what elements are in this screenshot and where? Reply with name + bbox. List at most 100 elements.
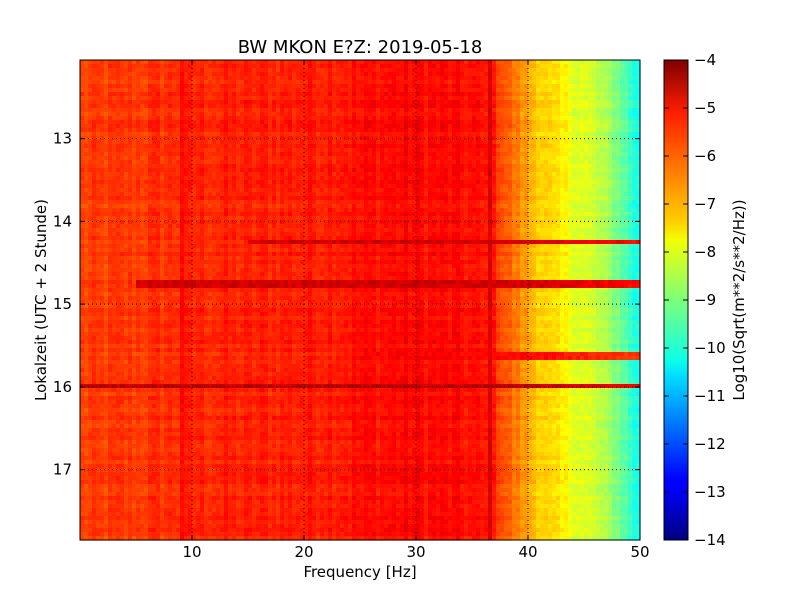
heatmap-cell	[364, 60, 369, 65]
heatmap-cell	[412, 124, 417, 129]
heatmap-cell	[596, 148, 601, 153]
heatmap-cell	[612, 152, 617, 157]
heatmap-cell	[92, 144, 97, 149]
heatmap-cell	[560, 144, 565, 149]
heatmap-cell	[424, 156, 429, 161]
heatmap-cell	[320, 172, 325, 177]
heatmap-cell	[468, 80, 473, 85]
heatmap-cell	[444, 176, 449, 181]
heatmap-cell	[272, 96, 277, 101]
heatmap-cell	[608, 140, 613, 145]
heatmap-cell	[164, 184, 169, 189]
heatmap-cell	[384, 140, 389, 145]
heatmap-cell	[496, 64, 501, 69]
heatmap-cell	[528, 164, 533, 169]
heatmap-cell	[316, 92, 321, 97]
heatmap-cell	[424, 76, 429, 81]
heatmap-cell	[384, 168, 389, 173]
heatmap-cell	[504, 112, 509, 117]
heatmap-cell	[464, 132, 469, 137]
heatmap-cell	[368, 160, 373, 165]
heatmap-cell	[288, 80, 293, 85]
heatmap-cell	[424, 172, 429, 177]
heatmap-cell	[388, 180, 393, 185]
heatmap-cell	[220, 112, 225, 117]
heatmap-cell	[192, 92, 197, 97]
heatmap-cell	[408, 80, 413, 85]
heatmap-cell	[636, 64, 641, 69]
heatmap-cell	[512, 132, 517, 137]
heatmap-cell	[572, 188, 577, 193]
heatmap-cell	[292, 88, 297, 93]
heatmap-cell	[472, 152, 477, 157]
heatmap-cell	[564, 176, 569, 181]
heatmap-cell	[500, 108, 505, 113]
heatmap-cell	[232, 60, 237, 65]
heatmap-cell	[604, 144, 609, 149]
heatmap-cell	[384, 192, 389, 197]
heatmap-cell	[556, 180, 561, 185]
heatmap-cell	[372, 192, 377, 197]
heatmap-cell	[152, 120, 157, 125]
heatmap-cell	[160, 172, 165, 177]
heatmap-cell	[296, 96, 301, 101]
heatmap-cell	[456, 80, 461, 85]
heatmap-cell	[96, 112, 101, 117]
heatmap-cell	[288, 112, 293, 117]
heatmap-cell	[344, 160, 349, 165]
heatmap-cell	[404, 80, 409, 85]
heatmap-cell	[508, 120, 513, 125]
heatmap-cell	[608, 120, 613, 125]
heatmap-cell	[256, 160, 261, 165]
heatmap-cell	[328, 200, 333, 205]
heatmap-cell	[136, 172, 141, 177]
heatmap-cell	[288, 124, 293, 129]
heatmap-cell	[528, 188, 533, 193]
heatmap-cell	[568, 180, 573, 185]
heatmap-cell	[136, 144, 141, 149]
heatmap-cell	[368, 144, 373, 149]
heatmap-cell	[488, 172, 493, 177]
heatmap-cell	[136, 120, 141, 125]
heatmap-cell	[136, 76, 141, 81]
heatmap-cell	[260, 128, 265, 133]
heatmap-cell	[376, 112, 381, 117]
heatmap-cell	[448, 92, 453, 97]
heatmap-cell	[372, 140, 377, 145]
heatmap-cell	[416, 124, 421, 129]
heatmap-cell	[476, 84, 481, 89]
heatmap-cell	[216, 104, 221, 109]
heatmap-cell	[92, 88, 97, 93]
heatmap-cell	[588, 96, 593, 101]
heatmap-cell	[528, 68, 533, 73]
heatmap-cell	[116, 144, 121, 149]
heatmap-cell	[448, 84, 453, 89]
heatmap-cell	[420, 136, 425, 141]
heatmap-cell	[252, 92, 257, 97]
heatmap-cell	[172, 60, 177, 65]
heatmap-cell	[552, 108, 557, 113]
heatmap-cell	[408, 72, 413, 77]
heatmap-cell	[528, 136, 533, 141]
heatmap-cell	[376, 132, 381, 137]
heatmap-cell	[416, 152, 421, 157]
heatmap-cell	[432, 192, 437, 197]
heatmap-cell	[588, 144, 593, 149]
heatmap-cell	[336, 136, 341, 141]
heatmap-cell	[200, 112, 205, 117]
heatmap-cell	[156, 72, 161, 77]
heatmap-cell	[552, 156, 557, 161]
heatmap-cell	[472, 120, 477, 125]
heatmap-cell	[204, 144, 209, 149]
heatmap-cell	[296, 112, 301, 117]
heatmap-cell	[436, 184, 441, 189]
heatmap-cell	[252, 132, 257, 137]
heatmap-cell	[312, 104, 317, 109]
heatmap-cell	[168, 144, 173, 149]
heatmap-cell	[376, 92, 381, 97]
heatmap-cell	[412, 196, 417, 201]
heatmap-cell	[436, 96, 441, 101]
heatmap-cell	[344, 76, 349, 81]
heatmap-cell	[116, 168, 121, 173]
heatmap-cell	[148, 128, 153, 133]
